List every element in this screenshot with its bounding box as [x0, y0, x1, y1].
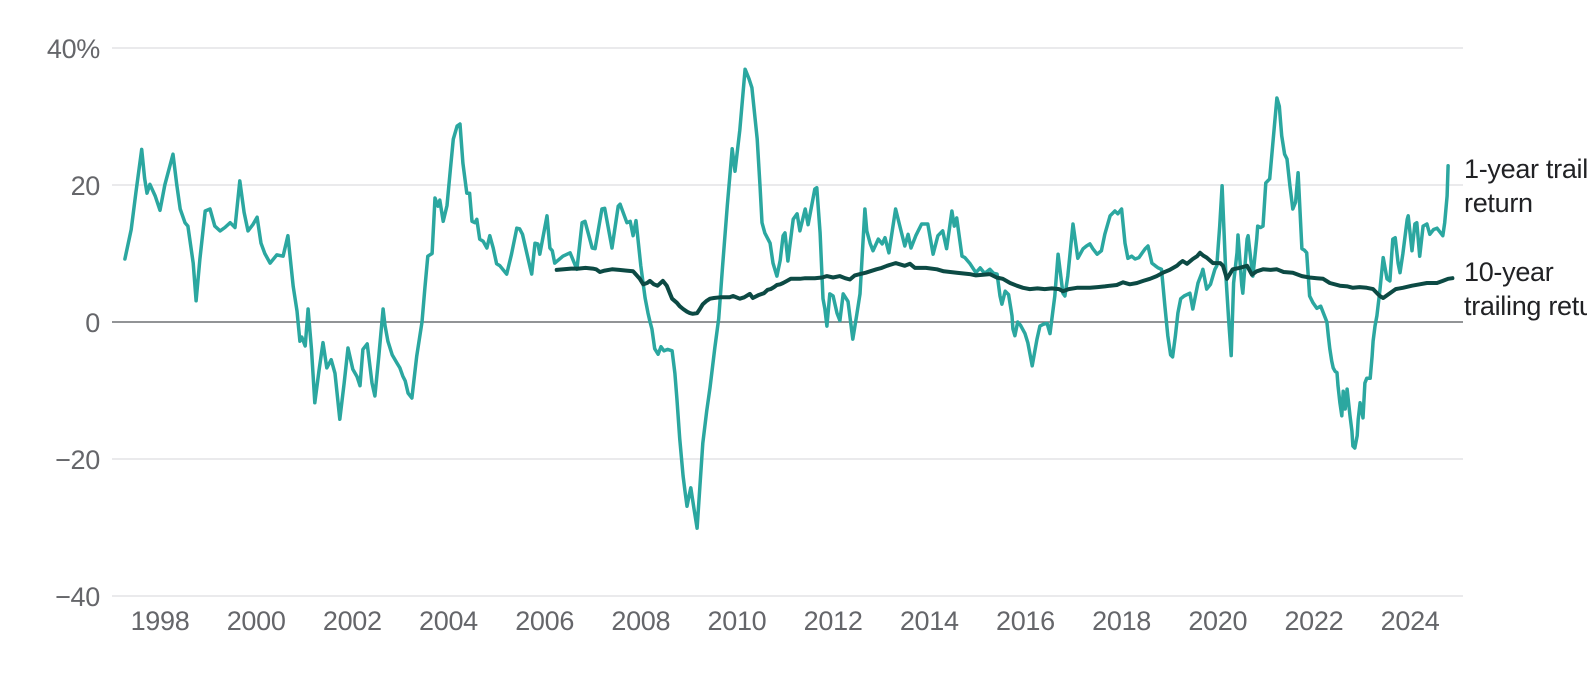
x-axis-tick-label: 2010 — [708, 606, 767, 636]
x-axis-tick-label: 2016 — [996, 606, 1055, 636]
x-axis-tick-label: 2002 — [323, 606, 382, 636]
y-axis-tick-label: −20 — [55, 445, 100, 475]
y-axis-tick-label: 20 — [71, 171, 100, 201]
y-axis-tick-label: −40 — [55, 582, 100, 612]
x-axis-tick-label: 2022 — [1284, 606, 1343, 636]
x-axis-tick-label: 2018 — [1092, 606, 1151, 636]
series-end-label-1-year: 1-year trailing return — [1464, 154, 1587, 218]
y-axis-tick-label: 40% — [47, 34, 100, 64]
x-axis-tick-label: 2006 — [515, 606, 574, 636]
x-axis-tick-label: 2008 — [611, 606, 670, 636]
x-axis-tick-label: 2014 — [900, 606, 959, 636]
trailing-returns-line-chart: 40% 20 0 −20 −40 1998 2000 2002 2004 2006 2008 2010… — [40, 16, 1587, 662]
one-year-return-line — [123, 67, 1450, 530]
x-axis-tick-label: 2020 — [1188, 606, 1247, 636]
x-axis-tick-label: 2004 — [419, 606, 478, 636]
y-axis-tick-label: 0 — [85, 308, 100, 338]
x-axis-tick-label: 2012 — [804, 606, 863, 636]
x-axis-tick-label: 1998 — [131, 606, 190, 636]
chart-plot-area: 40% 20 0 −20 −40 1998 2000 2002 2004 2006 2008 2010… — [47, 34, 1463, 636]
x-axis-tick-label: 2000 — [227, 606, 286, 636]
series-end-label-10-year: 10-year trailing return — [1464, 257, 1587, 321]
ten-year-return-line — [554, 250, 1455, 316]
x-axis-tick-label: 2024 — [1381, 606, 1440, 636]
